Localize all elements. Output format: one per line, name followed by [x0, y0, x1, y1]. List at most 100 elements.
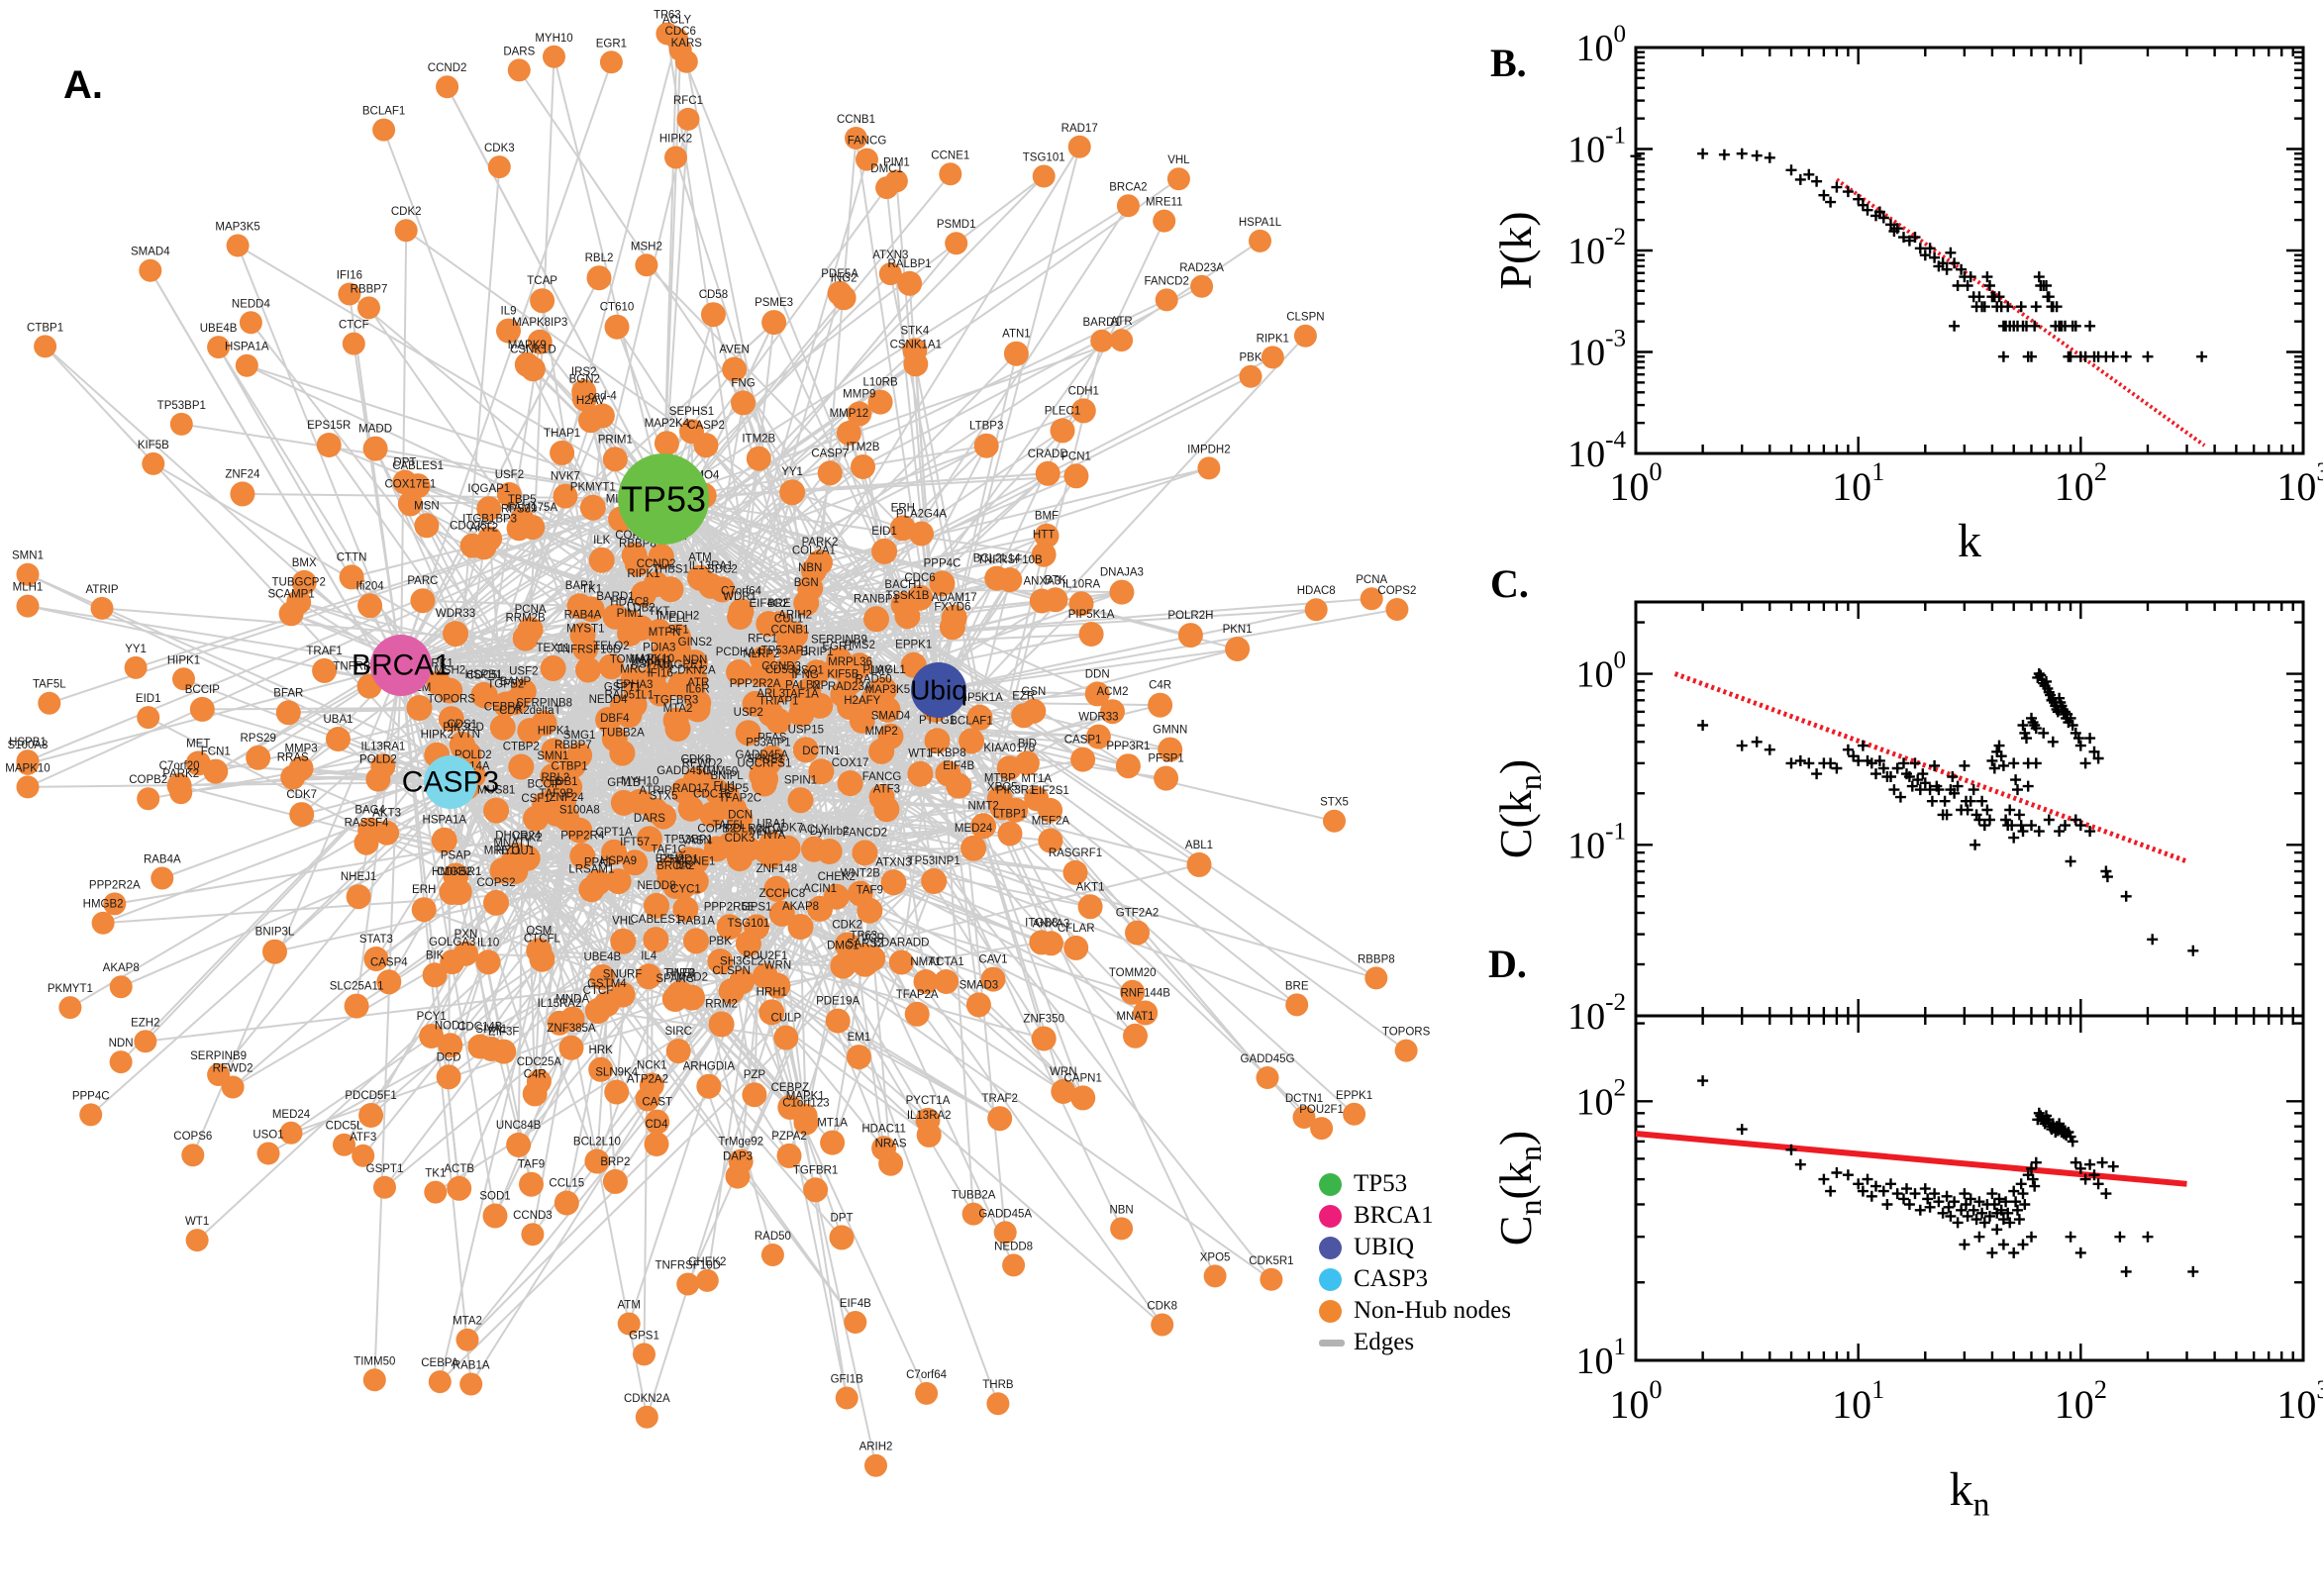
svg-text:MNDA: MNDA	[556, 994, 589, 1006]
svg-text:FNG: FNG	[731, 377, 755, 389]
svg-text:103: 103	[2276, 1374, 2323, 1427]
svg-text:VHL: VHL	[1167, 154, 1190, 166]
svg-text:BCL2L14: BCL2L14	[973, 553, 1022, 565]
svg-text:TOMM20: TOMM20	[1109, 967, 1157, 979]
svg-text:NBN: NBN	[1109, 1204, 1133, 1216]
svg-text:SPNS1: SPNS1	[747, 753, 784, 765]
svg-text:BANP: BANP	[500, 676, 532, 688]
svg-text:TOPORS: TOPORS	[1382, 1027, 1431, 1039]
svg-text:MAPK10: MAPK10	[5, 762, 50, 774]
svg-text:10-2: 10-2	[1567, 224, 1626, 272]
svg-text:PARK2: PARK2	[162, 768, 199, 780]
svg-text:RAD50: RAD50	[856, 674, 892, 686]
svg-text:ZNF385A: ZNF385A	[547, 1023, 596, 1035]
svg-text:H2AFY: H2AFY	[844, 695, 880, 707]
svg-text:HDAC11: HDAC11	[861, 1123, 906, 1135]
svg-text:PPP2R4: PPP2R4	[560, 830, 605, 842]
svg-text:COPS2: COPS2	[1377, 585, 1416, 597]
svg-text:ATRIP: ATRIP	[85, 584, 118, 596]
svg-text:BIK: BIK	[426, 949, 445, 961]
svg-text:RNF2: RNF2	[665, 967, 695, 979]
svg-text:MRE11: MRE11	[484, 845, 522, 856]
svg-text:GADD45A: GADD45A	[978, 1208, 1032, 1220]
svg-text:ZNF148: ZNF148	[757, 863, 798, 875]
svg-text:100: 100	[1575, 21, 1626, 69]
svg-text:MMP12: MMP12	[830, 408, 869, 420]
svg-text:DARS: DARS	[503, 46, 535, 57]
svg-text:SIVA1: SIVA1	[475, 1024, 507, 1036]
svg-text:NEDD8: NEDD8	[638, 880, 676, 892]
svg-text:CDK3: CDK3	[725, 833, 756, 845]
svg-text:TRIAP1: TRIAP1	[758, 695, 798, 707]
svg-text:TEX11: TEX11	[536, 643, 569, 654]
svg-text:PIK3R1: PIK3R1	[996, 785, 1036, 797]
svg-text:BRCA2: BRCA2	[1109, 181, 1147, 193]
svg-text:DHCR24: DHCR24	[495, 830, 542, 842]
svg-text:WRN: WRN	[1050, 1066, 1076, 1078]
svg-text:WDR1: WDR1	[723, 591, 757, 603]
svg-text:IFNG: IFNG	[791, 669, 819, 681]
svg-text:MUS81: MUS81	[477, 785, 515, 797]
svg-text:CCND3: CCND3	[761, 661, 801, 673]
svg-text:EIF3F: EIF3F	[488, 1027, 519, 1039]
svg-text:RIPK1: RIPK1	[1257, 333, 1289, 345]
svg-text:MED24: MED24	[272, 1109, 311, 1121]
svg-text:ced-4: ced-4	[588, 390, 617, 402]
svg-text:HMGB2: HMGB2	[83, 899, 124, 911]
svg-text:SLN9K4: SLN9K4	[595, 1067, 638, 1079]
svg-text:MT1A: MT1A	[1021, 773, 1052, 785]
svg-text:PTTG1: PTTG1	[919, 715, 956, 727]
svg-text:PCNA: PCNA	[515, 604, 547, 616]
svg-text:NVK7: NVK7	[551, 471, 580, 483]
svg-text:DPT: DPT	[831, 1212, 854, 1224]
svg-text:102: 102	[2055, 1374, 2107, 1427]
svg-text:CLSPN: CLSPN	[712, 965, 750, 977]
svg-text:VASN: VASN	[681, 835, 711, 847]
svg-text:MED24: MED24	[955, 823, 993, 835]
svg-text:DCD: DCD	[437, 1051, 461, 1063]
svg-text:EDARADD: EDARADD	[873, 938, 929, 949]
legend: TP53 BRCA1 UBIQ CASP3 Non-Hub nodes Edges	[1319, 1168, 1511, 1358]
svg-text:RBBP8: RBBP8	[1358, 953, 1395, 965]
svg-text:DPT: DPT	[393, 457, 416, 469]
svg-text:RRAS: RRAS	[277, 752, 309, 764]
svg-text:TP53: TP53	[621, 479, 706, 520]
svg-text:CABLES1: CABLES1	[392, 460, 444, 472]
svg-text:PPP2R2A: PPP2R2A	[89, 879, 141, 891]
svg-text:CDC14B: CDC14B	[457, 1022, 503, 1034]
svg-text:HRK: HRK	[589, 1045, 614, 1056]
svg-text:EPS15R: EPS15R	[307, 420, 351, 432]
svg-text:TK1: TK1	[425, 1168, 446, 1180]
svg-text:UBE4B: UBE4B	[583, 951, 621, 963]
svg-text:101: 101	[1575, 1334, 1626, 1382]
node-swatch-icon	[1319, 1204, 1342, 1228]
svg-text:BRCA2: BRCA2	[656, 860, 694, 872]
svg-text:PKMYT1: PKMYT1	[570, 482, 616, 494]
svg-text:CDC25A: CDC25A	[517, 1056, 562, 1068]
svg-text:ATM: ATM	[617, 1300, 640, 1312]
svg-text:RANBP1: RANBP1	[854, 593, 899, 605]
svg-text:DMC1: DMC1	[870, 163, 903, 175]
legend-item-brca1: BRCA1	[1319, 1200, 1511, 1232]
svg-text:BRCA1: BRCA1	[352, 649, 451, 682]
svg-text:BNIPL: BNIPL	[710, 770, 744, 782]
svg-text:TAF1C: TAF1C	[651, 844, 686, 855]
svg-text:FANCD2: FANCD2	[843, 827, 887, 839]
svg-text:PPP2R2A: PPP2R2A	[730, 678, 781, 690]
svg-text:HIPK1: HIPK1	[538, 726, 570, 738]
svg-text:RALBP1: RALBP1	[888, 258, 932, 270]
svg-text:POLD2: POLD2	[454, 749, 492, 761]
svg-text:EZH2: EZH2	[131, 1017, 159, 1029]
svg-text:ITM2B: ITM2B	[742, 434, 775, 446]
svg-text:PSMD1: PSMD1	[659, 853, 699, 865]
svg-text:IL10RA: IL10RA	[1062, 578, 1101, 590]
svg-text:PIP5K1A: PIP5K1A	[1068, 609, 1115, 621]
legend-label: Edges	[1354, 1329, 1415, 1355]
svg-text:ARIH2: ARIH2	[859, 1442, 893, 1453]
svg-text:PMS2: PMS2	[845, 640, 875, 651]
svg-text:CDKN2A: CDKN2A	[669, 664, 716, 676]
svg-text:TSSK1B: TSSK1B	[885, 590, 929, 602]
svg-text:RAD51L1: RAD51L1	[604, 689, 654, 701]
svg-text:ZCCHC8: ZCCHC8	[758, 888, 805, 900]
svg-text:ARHGDIA: ARHGDIA	[683, 1061, 736, 1073]
